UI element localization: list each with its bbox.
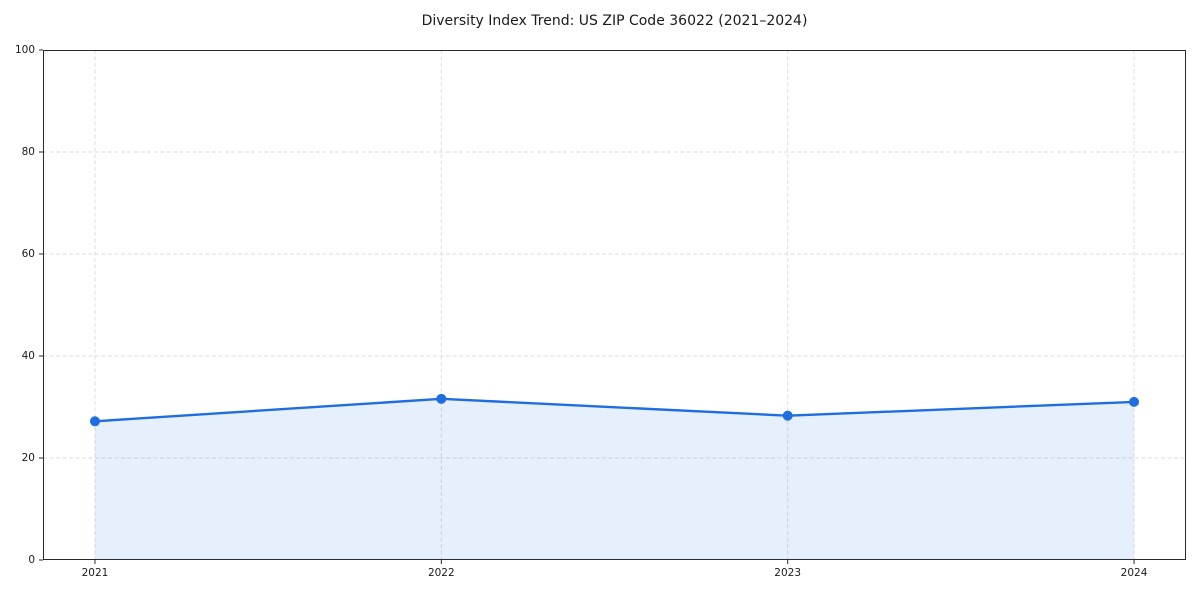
y-tick-label-20: 20 [21, 451, 35, 464]
gridlines [43, 50, 1186, 560]
plot-border [43, 50, 1186, 560]
y-tick-label-80: 80 [21, 145, 35, 158]
data-point-2024 [1129, 396, 1140, 407]
data-point-2022 [436, 393, 447, 404]
x-tick-label-2022: 2022 [427, 567, 455, 579]
chart-title: Diversity Index Trend: US ZIP Code 36022… [421, 13, 808, 29]
data-point-markers [89, 393, 1140, 427]
data-point-2021 [89, 416, 100, 427]
axis-tick-marks [39, 49, 1135, 564]
chart-svg [39, 49, 1186, 564]
y-tick-label-100: 100 [14, 43, 35, 56]
x-tick-label-2023: 2023 [774, 567, 802, 579]
x-tick-label-2024: 2024 [1120, 567, 1148, 579]
y-tick-label-0: 0 [28, 553, 35, 566]
y-tick-label-60: 60 [21, 247, 35, 260]
area-fill [94, 398, 1135, 560]
plot-area [39, 49, 1186, 564]
x-tick-label-2021: 2021 [81, 567, 109, 579]
data-point-2023 [782, 410, 793, 421]
trend-line [93, 397, 1136, 423]
y-tick-label-40: 40 [21, 349, 35, 362]
